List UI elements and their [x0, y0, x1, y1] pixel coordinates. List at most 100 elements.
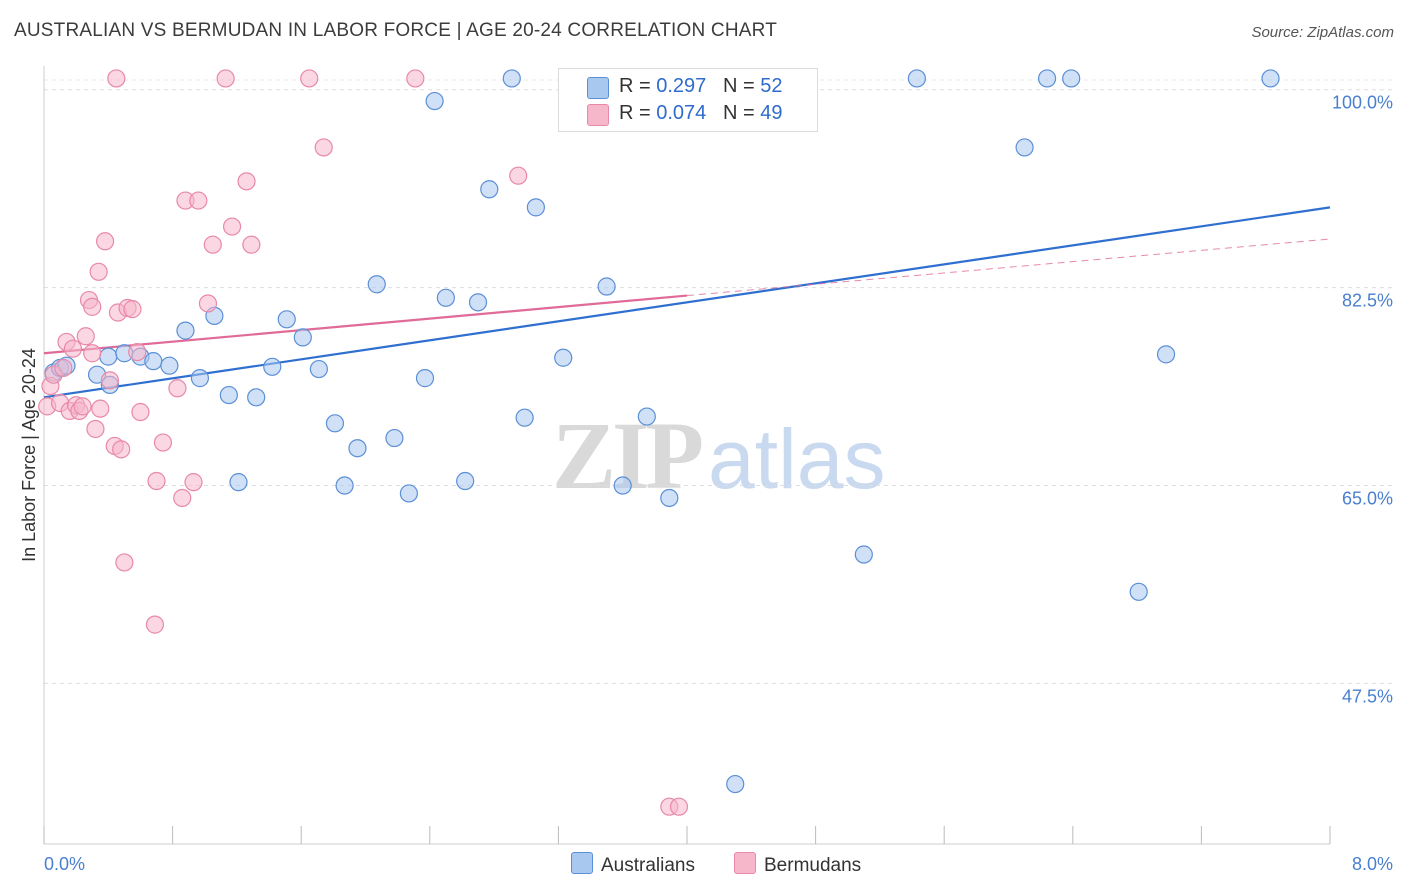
point-bermudan [242, 235, 261, 254]
point-australian [726, 774, 745, 794]
point-australian [480, 180, 499, 199]
point-australian [348, 439, 367, 458]
ber-r-value: 0.074 [656, 102, 707, 124]
watermark-atlas: atlas [708, 412, 886, 506]
point-bermudan [95, 232, 115, 251]
trend-line-bermudans-extension [686, 238, 1331, 297]
point-bermudan [669, 797, 689, 816]
point-bermudan [222, 217, 242, 236]
point-bermudan [184, 473, 203, 492]
trend-lines [43, 206, 1331, 399]
point-australian [637, 407, 656, 426]
point-bermudan [203, 235, 222, 254]
source-credit: Source: ZipAtlas.com [1251, 24, 1394, 41]
point-australian [144, 352, 163, 371]
point-australian [436, 288, 455, 307]
point-bermudan [100, 371, 120, 390]
point-australian [502, 69, 521, 88]
aus-n-label: N = [722, 75, 761, 97]
stats-legend: R = 0.297 N = 52 R = 0.074 N = 49 [558, 68, 818, 132]
x-tick-label-min: 0.0% [44, 854, 85, 874]
point-bermudan [216, 69, 235, 88]
legend-text-australians: R = 0.297 N = 52 [619, 75, 782, 98]
bottom-swatch-bermudans [734, 852, 756, 874]
point-bermudan [83, 297, 102, 316]
point-australian [1062, 69, 1081, 88]
point-australian [99, 347, 118, 366]
y-tick-label: 65.0% [1342, 489, 1393, 509]
point-australian [526, 198, 545, 217]
point-australian [1129, 582, 1148, 601]
point-bermudan [173, 488, 192, 508]
ber-n-value: 49 [760, 102, 783, 124]
axes [43, 66, 1331, 845]
point-bermudan [86, 419, 105, 439]
point-bermudan [237, 172, 256, 191]
point-bermudan [112, 440, 131, 459]
point-bermudan [128, 342, 147, 362]
point-australian [293, 328, 312, 347]
point-australian [1015, 138, 1034, 157]
point-bermudan [83, 344, 102, 363]
point-australian [399, 484, 419, 503]
point-australian [263, 357, 282, 376]
point-australian [176, 321, 195, 340]
point-australian [660, 488, 679, 508]
point-australian [277, 310, 296, 329]
point-australian [456, 471, 475, 491]
point-bermudan [107, 69, 126, 88]
y-axis-label: In Labor Force | Age 20-24 [19, 348, 39, 562]
grid-lines [44, 79, 1395, 684]
point-australian [1037, 69, 1057, 88]
point-australian [229, 473, 248, 492]
point-australian [468, 293, 488, 312]
trend-line-australians [43, 206, 1331, 399]
point-australian [613, 476, 632, 495]
point-australian [854, 545, 873, 564]
ber-r-label: R = [619, 102, 657, 124]
point-bermudan [198, 294, 218, 313]
point-australian [160, 356, 179, 375]
point-bermudan [406, 69, 425, 88]
point-bermudan [76, 327, 95, 346]
bottom-legend-bermudans: Bermudans [734, 852, 861, 876]
point-australian [415, 369, 435, 388]
y-tick-label: 100.0% [1332, 93, 1393, 113]
bottom-swatch-australians [571, 852, 593, 874]
bottom-legend-australians: Australians [571, 852, 695, 876]
point-australian [515, 408, 534, 427]
bottom-label-australians: Australians [601, 855, 695, 876]
axis-labels: 47.5% 65.0% 82.5% 100.0% 0.0% 8.0% In Labor Fo… [19, 93, 1393, 874]
point-australian [325, 414, 345, 433]
ber-n-label: N = [722, 102, 761, 124]
point-bermudan [89, 262, 108, 281]
point-bermudan [115, 553, 134, 572]
aus-n-value: 52 [760, 75, 783, 97]
point-australian [1261, 69, 1280, 88]
point-australian [1156, 345, 1176, 364]
point-australian [554, 348, 573, 367]
point-bermudan [91, 399, 110, 418]
point-bermudan [147, 471, 166, 491]
point-australian [190, 369, 210, 388]
point-bermudan [300, 69, 319, 88]
point-australian [335, 476, 354, 495]
point-australian [597, 277, 616, 296]
point-bermudan [145, 615, 165, 634]
point-bermudan [123, 300, 142, 319]
point-bermudan [131, 402, 150, 422]
point-bermudan [54, 358, 73, 378]
point-australian [425, 91, 444, 111]
data-points [38, 69, 1280, 816]
point-bermudan [73, 397, 92, 416]
legend-swatch-australians [587, 77, 609, 99]
aus-r-label: R = [619, 75, 657, 97]
point-australian [219, 385, 238, 405]
chart-title: AUSTRALIAN VS BERMUDAN IN LABOR FORCE | … [14, 20, 778, 41]
legend-text-bermudans: R = 0.074 N = 49 [619, 102, 782, 125]
y-tick-label: 47.5% [1342, 686, 1393, 706]
point-bermudan [314, 138, 333, 157]
point-bermudan [168, 379, 187, 398]
point-australian [385, 428, 404, 448]
